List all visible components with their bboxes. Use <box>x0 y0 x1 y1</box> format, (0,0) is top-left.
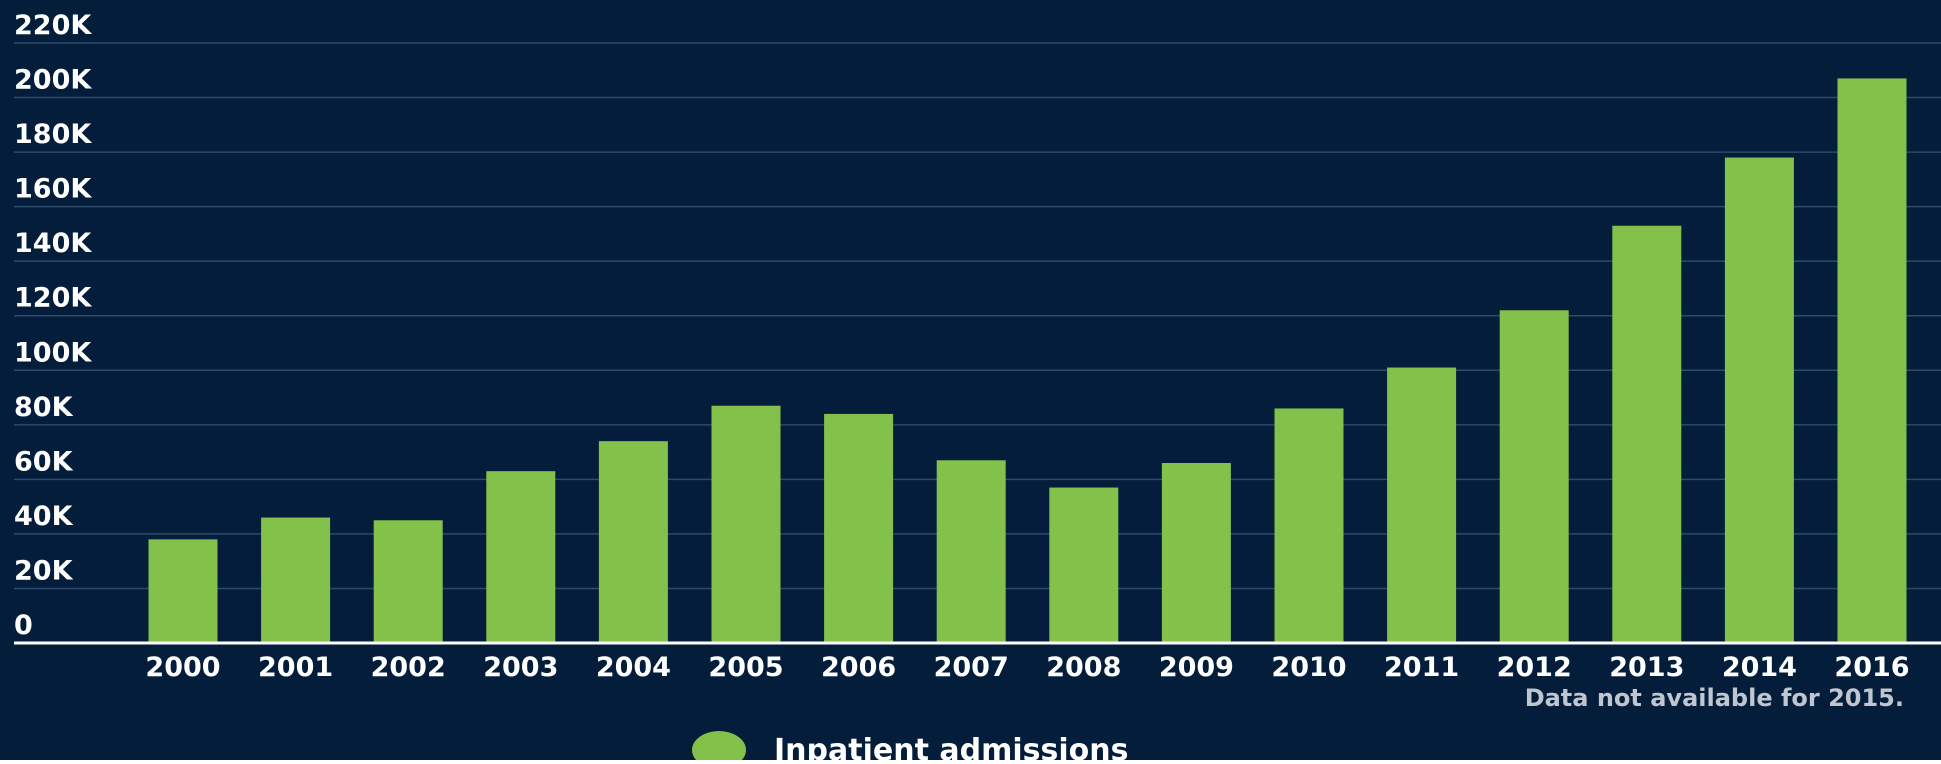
x-tick-label: 2004 <box>596 652 671 683</box>
y-tick-label: 220K <box>14 10 92 41</box>
x-tick-label: 2003 <box>483 652 558 683</box>
x-tick-label: 2014 <box>1722 652 1797 683</box>
bar-2012 <box>1499 310 1569 643</box>
legend-swatch <box>692 731 746 760</box>
bar-2004 <box>598 441 668 643</box>
legend-label: Inpatient admissions <box>774 732 1129 761</box>
bar-2008 <box>1049 487 1119 643</box>
bar-2009 <box>1161 463 1231 643</box>
y-tick-label: 0 <box>14 610 33 641</box>
x-tick-label: 2002 <box>371 652 446 683</box>
y-tick-label: 100K <box>14 337 92 368</box>
x-tick-label: 2012 <box>1497 652 1572 683</box>
bar-2005 <box>711 405 781 643</box>
bar-2000 <box>148 539 218 643</box>
x-tick-label: 2009 <box>1159 652 1234 683</box>
bar-2006 <box>824 413 894 643</box>
x-tick-label: 2013 <box>1609 652 1684 683</box>
y-tick-label: 60K <box>14 446 74 477</box>
bar-2002 <box>373 520 443 643</box>
bar-2010 <box>1274 408 1344 643</box>
y-tick-label: 200K <box>14 65 92 96</box>
x-tick-label: 2005 <box>708 652 783 683</box>
y-tick-label: 140K <box>14 228 92 259</box>
y-tick-label: 120K <box>14 283 92 314</box>
bar-2007 <box>936 460 1006 643</box>
bar-2014 <box>1724 157 1794 643</box>
chart-legend: Inpatient admissions <box>692 730 1128 760</box>
y-tick-label: 160K <box>14 174 92 205</box>
y-tick-label: 40K <box>14 501 74 532</box>
x-tick-label: 2016 <box>1834 652 1909 683</box>
y-tick-label: 20K <box>14 555 74 586</box>
x-tick-label: 2010 <box>1271 652 1346 683</box>
bar-2013 <box>1612 225 1682 643</box>
x-tick-label: 2001 <box>258 652 333 683</box>
x-tick-label: 2008 <box>1046 652 1121 683</box>
x-tick-label: 2011 <box>1384 652 1459 683</box>
x-tick-label: 2000 <box>145 652 220 683</box>
y-tick-label: 180K <box>14 119 92 150</box>
bar-2003 <box>486 471 556 643</box>
bar-2001 <box>261 517 331 643</box>
x-tick-label: 2006 <box>821 652 896 683</box>
y-tick-label: 80K <box>14 392 74 423</box>
chart-footnote: Data not available for 2015. <box>1524 684 1904 712</box>
bar-2016 <box>1837 78 1907 644</box>
x-tick-label: 2007 <box>934 652 1009 683</box>
bar-2011 <box>1387 367 1457 643</box>
